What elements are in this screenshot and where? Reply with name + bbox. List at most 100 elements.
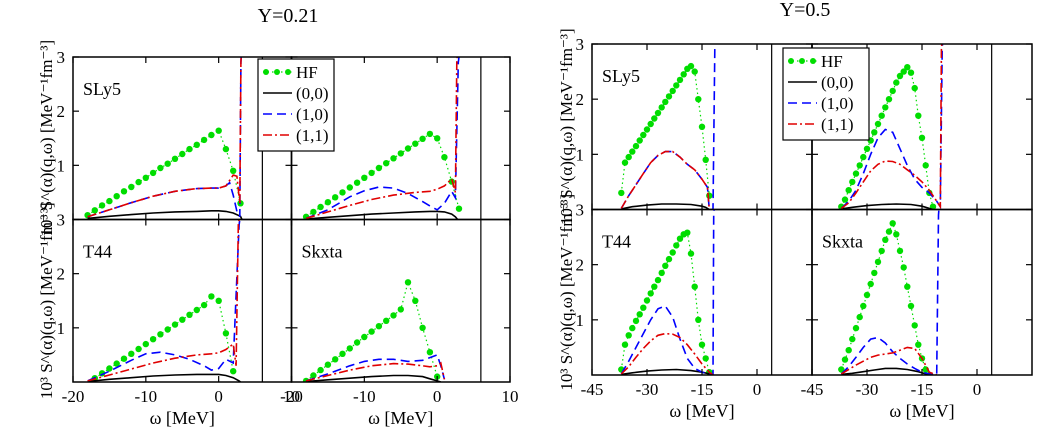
- x-tick-label: -30: [636, 380, 659, 399]
- hf-point: [404, 279, 412, 286]
- hf-point: [640, 131, 647, 139]
- panel-sly5-2: SLy5 1 2 3: [576, 35, 813, 211]
- hf-point: [230, 167, 237, 174]
- legend-marker: [810, 58, 816, 64]
- hf-point: [383, 317, 390, 324]
- series-c00-line: [306, 210, 459, 220]
- hf-point: [706, 192, 713, 199]
- hf-point: [673, 242, 680, 249]
- hf-point: [702, 355, 709, 362]
- x-tick-label: -20: [62, 387, 85, 406]
- hf-point: [885, 228, 893, 235]
- y-tick-label: 2: [576, 256, 585, 275]
- panel-label: SLy5: [83, 79, 121, 99]
- hf-point: [375, 164, 383, 172]
- hf-point: [149, 336, 157, 343]
- hf-point: [215, 127, 222, 134]
- hf-point: [856, 313, 863, 321]
- hf-point: [426, 349, 434, 356]
- hf-point: [193, 306, 200, 314]
- y-tick-label: 3: [57, 48, 66, 67]
- x-axis-label: ω [MeV]: [150, 408, 215, 428]
- hf-point: [849, 335, 856, 343]
- legend-marker: [285, 69, 291, 75]
- hf-point: [863, 145, 871, 152]
- y-axis-label: 10³ S^(α)(q,ω) [MeV⁻¹fm⁻³]: [37, 40, 56, 237]
- hf-point: [907, 302, 915, 310]
- hf-point: [841, 356, 849, 363]
- x-axis-label: ω [MeV]: [669, 401, 734, 421]
- hf-point: [867, 280, 874, 288]
- hf-point: [676, 235, 684, 242]
- hf-point: [878, 247, 885, 255]
- hf-point: [698, 123, 706, 130]
- hf-point: [893, 79, 900, 86]
- hf-point: [128, 183, 135, 191]
- hf-point: [404, 145, 412, 152]
- y-tick-label: 2: [57, 265, 66, 284]
- hf-point: [171, 321, 179, 328]
- series-group: [302, 279, 446, 382]
- legend-label-hf: HF: [821, 52, 843, 71]
- hf-point: [676, 76, 684, 84]
- hf-point: [625, 332, 632, 339]
- x-tick-label: -45: [581, 380, 604, 399]
- series-c10-line: [840, 44, 944, 210]
- x-tick-label: 10: [502, 387, 519, 406]
- hf-point: [904, 63, 911, 71]
- hf-point: [640, 304, 647, 311]
- hf-point: [684, 229, 691, 236]
- hf-point: [871, 129, 878, 136]
- x-tick-label: -30: [856, 380, 879, 399]
- hf-point: [889, 87, 896, 95]
- hf-point: [317, 203, 324, 211]
- y-tick-label: 1: [57, 319, 66, 338]
- hf-point: [643, 126, 651, 133]
- hf-point: [629, 324, 636, 332]
- legend-marker: [263, 69, 269, 75]
- hf-point: [419, 324, 426, 331]
- series-c11-line: [620, 150, 711, 210]
- hf-point: [922, 162, 929, 169]
- panel-label: Skxta: [822, 232, 863, 252]
- hf-point: [208, 131, 215, 139]
- hf-point: [841, 196, 849, 203]
- y-axis-label: 10³ S^(α)(q,ω) [MeV⁻¹fm⁻³]: [557, 28, 576, 225]
- series-c10-line: [87, 57, 242, 218]
- hf-point: [91, 207, 99, 214]
- hf-point: [874, 120, 882, 128]
- hf-point: [658, 104, 665, 111]
- series-c10-line: [305, 353, 446, 382]
- hf-point: [186, 311, 193, 318]
- hf-point: [658, 269, 665, 277]
- hf-point: [680, 71, 687, 78]
- hf-point: [632, 317, 640, 325]
- series-c10-line: [87, 219, 241, 382]
- hf-point: [186, 145, 193, 153]
- series-hf-line: [305, 133, 460, 218]
- hf-point: [332, 194, 339, 201]
- hf-point: [230, 368, 237, 375]
- panel-frame: [290, 218, 511, 383]
- hf-point: [171, 155, 179, 162]
- x-axis-label: ω [MeV]: [889, 401, 954, 421]
- hf-point: [164, 326, 171, 333]
- series-c00-line: [87, 373, 241, 382]
- legend-box: [782, 47, 870, 141]
- series-c11-line: [840, 44, 943, 210]
- hf-point: [397, 150, 404, 157]
- hf-point: [434, 135, 441, 142]
- hf-point: [647, 290, 654, 297]
- hf-point: [695, 316, 702, 323]
- x-tick-label: 0: [214, 387, 223, 406]
- hf-point: [889, 220, 896, 227]
- hf-point: [324, 199, 332, 206]
- hf-point: [900, 68, 907, 75]
- series-group: [84, 57, 244, 220]
- hf-point: [310, 372, 317, 379]
- legend-label-c11: (1,1): [821, 115, 854, 134]
- hf-point: [838, 366, 845, 373]
- figure-1: Y=0.21 10³ S^(α)(q,ω) [MeV⁻¹fm⁻³]10³ S^(α…: [37, 5, 433, 428]
- hf-point: [669, 249, 676, 256]
- series-group: [618, 44, 716, 210]
